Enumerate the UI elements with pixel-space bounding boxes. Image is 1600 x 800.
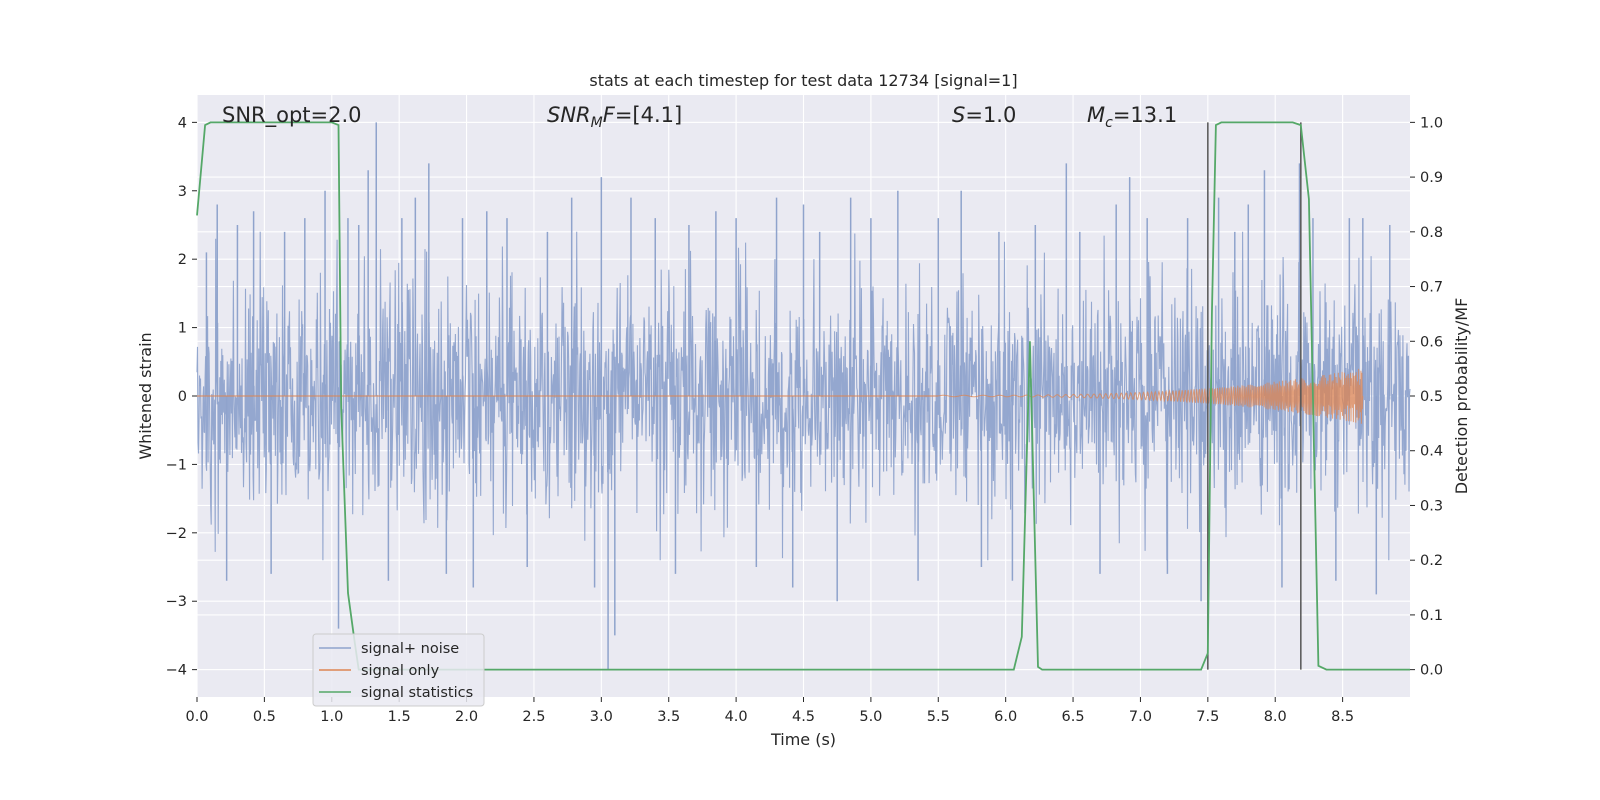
y-tick-label: −1 [166,457,187,473]
x-tick-label: 6.0 [994,709,1017,725]
y2-tick-label: 0.8 [1420,225,1443,241]
legend-label: signal statistics [361,685,473,701]
x-tick-label: 5.5 [927,709,950,725]
snr-mf-value: =[4.1] [615,103,682,127]
snr-mf-base: SNR [547,103,591,127]
legend-label: signal+ noise [361,641,459,657]
y2-tick-label: 0.1 [1420,608,1443,624]
y-tick-label: −4 [166,663,187,679]
annotation-mc: Mc=13.1 [1087,103,1177,131]
s-value: =1.0 [965,103,1016,127]
legend-box [312,633,485,707]
y2-tick-label: 0.5 [1420,389,1443,405]
mc-value: =13.1 [1113,103,1177,127]
x-axis-ticks: 0.0 0.5 1.0 1.5 2.0 2.5 3.0 3.5 4.0 4.5 5.0 5.5 6.0 6… [185,697,1354,725]
s-symbol: S [952,103,965,127]
legend-label: signal only [361,663,440,679]
x-tick-label: 7.5 [1196,709,1219,725]
y2-axis-ticks: 0.0 0.1 0.2 0.3 0.4 0.5 0.6 0.7 0.8 0.9 1.0 [1410,115,1443,679]
y2-tick-label: 1.0 [1420,115,1443,131]
snr-mf-subscript: M [591,115,603,131]
y2-tick-label: 0.2 [1420,553,1443,569]
x-tick-label: 4.5 [792,709,815,725]
annotation-snr-opt: SNR_opt=2.0 [222,103,362,128]
y-axis-ticks: −4 −3 −2 −1 0 1 2 3 4 [166,115,197,679]
x-axis-label: Time (s) [770,730,836,749]
y2-tick-label: 0.4 [1420,444,1443,460]
x-tick-label: 7.0 [1129,709,1152,725]
y2-tick-label: 0.7 [1420,280,1443,296]
x-tick-label: 6.5 [1062,709,1085,725]
y2-tick-label: 0.9 [1420,170,1443,186]
chart-title: stats at each timestep for test data 127… [589,71,1017,90]
y-tick-label: −3 [166,594,187,610]
x-tick-label: 0.5 [253,709,276,725]
signal-chirp [938,368,1364,424]
y-tick-label: 2 [178,252,187,268]
x-tick-label: 0.0 [185,709,208,725]
x-tick-label: 3.0 [590,709,613,725]
y2-tick-label: 0.3 [1420,498,1443,514]
x-tick-label: 8.5 [1331,709,1354,725]
y-tick-label: 0 [178,389,187,405]
series-signal-statistics [196,121,1410,671]
y2-tick-label: 0.6 [1420,334,1443,350]
y-tick-label: 1 [178,321,187,337]
x-tick-label: 1.0 [320,709,343,725]
mc-subscript: c [1105,115,1113,131]
series-signal-only [197,368,1364,424]
annotation-s: S=1.0 [952,103,1016,127]
y-tick-label: −2 [166,526,187,542]
y-tick-label: 4 [178,115,187,131]
snr-mf-rest-italic: F [603,103,616,127]
x-tick-label: 1.5 [388,709,411,725]
mc-symbol: M [1087,103,1105,127]
y2-tick-label: 0.0 [1420,663,1443,679]
x-tick-label: 8.0 [1264,709,1287,725]
series-signal-noise [196,122,1411,670]
x-tick-label: 4.0 [725,709,748,725]
x-tick-label: 2.5 [522,709,545,725]
x-tick-label: 2.0 [455,709,478,725]
legend: signal+ noise signal only signal statistic… [312,633,485,707]
annotation-snr-mf: SNRMF=[4.1] [547,103,682,131]
y2-axis-label: Detection probability/MF [1452,298,1471,495]
statistics-line [196,121,1410,671]
y-axis-label: Whitened strain [136,332,155,459]
x-tick-label: 5.0 [859,709,882,725]
y-tick-label: 3 [178,184,187,200]
x-tick-label: 3.5 [657,709,680,725]
